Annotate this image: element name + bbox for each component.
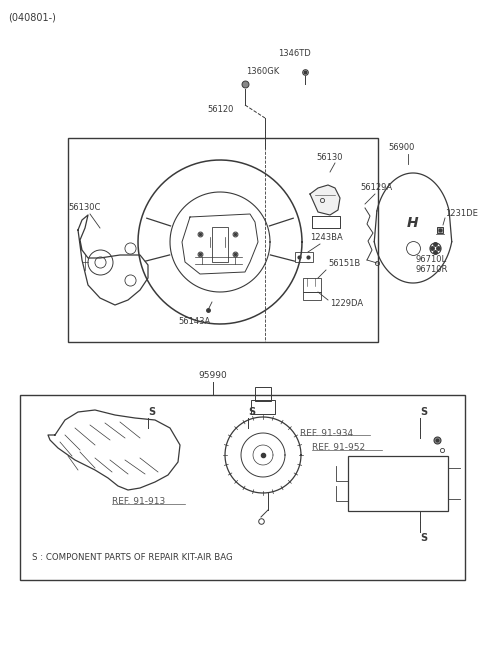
Bar	[295, 252, 313, 262]
Text: S : COMPONENT PARTS OF REPAIR KIT-AIR BAG: S : COMPONENT PARTS OF REPAIR KIT-AIR BA…	[32, 553, 233, 563]
Text: 1360GK: 1360GK	[246, 67, 279, 77]
Text: REF. 91-952: REF. 91-952	[312, 443, 365, 453]
Bar	[251, 400, 275, 414]
Text: 95990: 95990	[199, 371, 228, 381]
Text: REF. 91-913: REF. 91-913	[112, 498, 165, 506]
Text: 96710R: 96710R	[415, 265, 447, 274]
Text: 56120: 56120	[207, 105, 233, 115]
Text: (040801-): (040801-)	[8, 13, 56, 23]
Text: 1346TD: 1346TD	[278, 50, 311, 58]
Text: H: H	[407, 216, 419, 230]
Text: 1229DA: 1229DA	[330, 299, 363, 309]
Text: REF. 91-934: REF. 91-934	[300, 428, 353, 438]
Bar	[303, 278, 321, 292]
Text: S: S	[148, 407, 155, 417]
Text: 56900: 56900	[388, 143, 414, 153]
Bar	[303, 292, 321, 300]
Text: 56130: 56130	[316, 153, 343, 162]
Text: S: S	[248, 407, 255, 417]
Text: 56143A: 56143A	[178, 318, 210, 326]
Bar	[348, 456, 448, 511]
Text: 1243BA: 1243BA	[310, 233, 343, 242]
Text: S: S	[420, 533, 427, 543]
Bar	[68, 138, 378, 342]
Bar	[20, 395, 465, 580]
Text: S: S	[420, 407, 427, 417]
Text: 96710L: 96710L	[415, 255, 446, 265]
Bar	[255, 387, 271, 401]
Text: 56129A: 56129A	[360, 183, 392, 193]
Text: 56151B: 56151B	[328, 259, 360, 269]
Text: 1231DE: 1231DE	[445, 208, 478, 217]
Text: 56130C: 56130C	[68, 204, 100, 212]
Polygon shape	[310, 185, 340, 215]
Bar	[212, 227, 228, 262]
